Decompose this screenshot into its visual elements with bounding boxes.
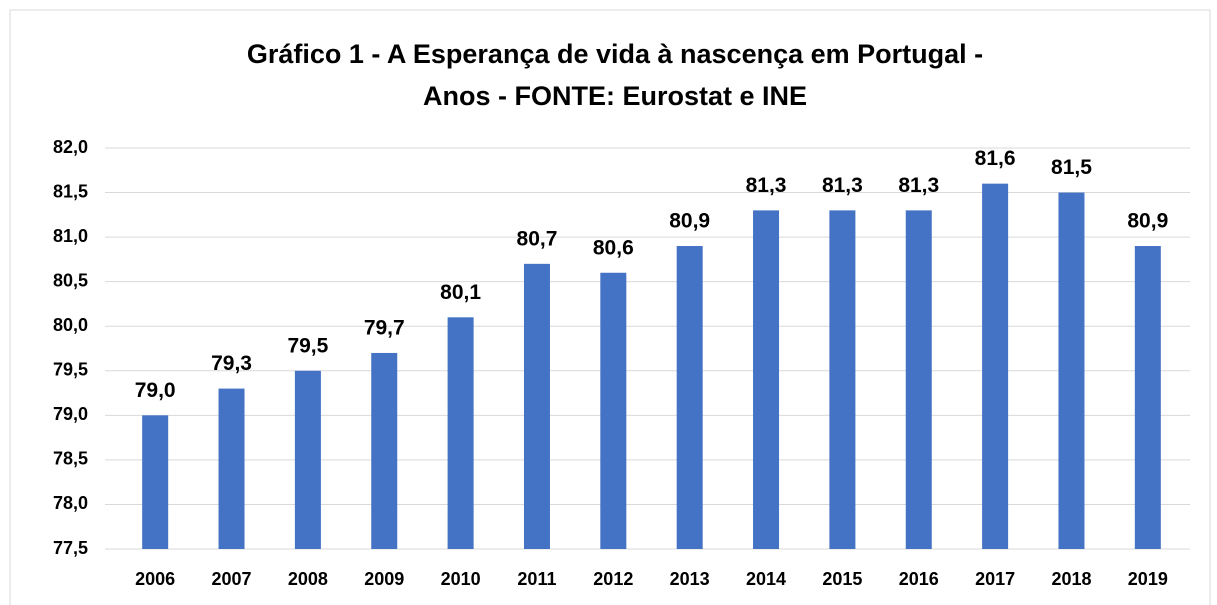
data-label: 80,7 [517,227,558,250]
data-label: 81,6 [975,147,1016,170]
y-tick-label: 81,5 [53,181,88,201]
y-tick-label: 80,0 [53,315,88,335]
bar [600,272,627,549]
y-tick-label: 80,5 [53,270,88,290]
data-label: 79,0 [135,379,176,402]
bar [142,415,169,549]
x-tick-label: 2008 [288,569,328,589]
x-tick-label: 2010 [441,569,481,589]
bar [371,352,398,549]
data-label: 79,7 [364,317,405,340]
data-label: 80,9 [1127,210,1168,233]
y-tick-label: 79,0 [53,404,88,424]
y-tick-label: 78,5 [53,449,88,469]
x-tick-label: 2011 [517,569,556,589]
x-tick-label: 2007 [212,569,252,589]
x-tick-label: 2015 [822,569,862,589]
y-tick-label: 81,0 [53,226,88,246]
bar [676,246,703,549]
bar [523,263,550,549]
data-label: 81,3 [822,174,863,197]
data-label: 81,3 [746,174,787,197]
x-tick-label: 2017 [975,569,1015,589]
bar [829,210,856,549]
y-tick-label: 78,0 [53,493,88,513]
data-label: 80,9 [669,210,710,233]
bar [447,317,474,549]
bar [1134,246,1161,549]
y-tick-label: 79,5 [53,360,88,380]
x-tick-label: 2014 [746,569,786,589]
y-tick-label: 82,0 [53,137,88,157]
x-tick-label: 2013 [670,569,710,589]
bar [982,183,1009,549]
x-tick-label: 2006 [135,569,175,589]
y-tick-label: 77,5 [53,538,88,558]
x-tick-label: 2009 [364,569,404,589]
data-label: 79,5 [287,334,328,357]
x-tick-label: 2016 [899,569,939,589]
x-tick-label: 2019 [1128,569,1168,589]
chart-title: Gráfico 1 - A Esperança de vida à nascen… [247,39,983,69]
data-label: 80,6 [593,236,634,259]
bar [905,210,932,549]
data-label: 80,1 [440,281,481,304]
x-tick-label: 2018 [1051,569,1091,589]
data-label: 81,5 [1051,156,1092,179]
x-tick-label: 2012 [593,569,633,589]
data-label: 79,3 [211,352,252,375]
data-label: 81,3 [898,174,939,197]
bar [1058,192,1085,550]
bar [294,370,321,549]
bar [218,388,245,549]
bar [753,210,780,549]
chart-title: Anos - FONTE: Eurostat e INE [423,81,807,111]
